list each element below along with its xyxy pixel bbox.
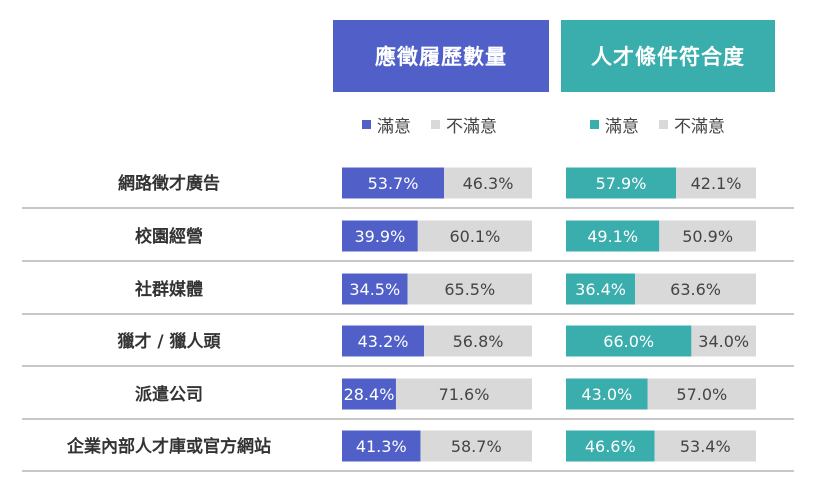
data-label-satisfied: 53.7% [368, 174, 419, 193]
data-label-satisfied: 43.2% [358, 332, 409, 351]
legend-item-satisfied: 滿意 [590, 112, 639, 137]
data-label-satisfied: 57.9% [596, 174, 647, 193]
bar-unsatisfied [407, 273, 532, 305]
bar-satisfied [566, 430, 655, 462]
data-label-satisfied: 34.5% [349, 280, 400, 299]
legend-label-satisfied: 滿意 [605, 116, 639, 137]
data-label-unsatisfied: 56.8% [453, 332, 504, 351]
category-label: 社群媒體 [134, 279, 203, 300]
data-label-satisfied: 41.3% [356, 437, 407, 456]
bar-satisfied [342, 325, 425, 357]
bar-satisfied [566, 167, 677, 199]
category-label: 網路徵才廣告 [118, 173, 220, 194]
category-label: 獵才 / 獵人頭 [117, 331, 221, 352]
header-talent-fit-label: 人才條件符合度 [591, 45, 745, 69]
legend-swatch-satisfied [590, 119, 599, 129]
legend-talent-fit: 滿意 不滿意 [590, 112, 745, 137]
bar-unsatisfied [691, 325, 756, 357]
bar-unsatisfied [635, 273, 756, 305]
data-label-unsatisfied: 65.5% [444, 280, 495, 299]
data-label-unsatisfied: 50.9% [682, 227, 733, 246]
data-label-satisfied: 39.9% [354, 227, 405, 246]
legend-item-unsatisfied: 不滿意 [659, 112, 725, 137]
data-label-satisfied: 28.4% [344, 385, 395, 404]
bar-unsatisfied [676, 167, 756, 199]
header-resume-count-label: 應徵履歷數量 [375, 45, 507, 69]
legend-label-unsatisfied: 不滿意 [674, 116, 725, 137]
bar-unsatisfied [424, 325, 532, 357]
bar-unsatisfied [659, 220, 756, 252]
bar-satisfied [566, 273, 636, 305]
category-label: 派遣公司 [135, 384, 203, 405]
data-label-unsatisfied: 58.7% [451, 437, 502, 456]
bar-satisfied [566, 378, 648, 410]
data-label-satisfied: 49.1% [587, 227, 638, 246]
bar-satisfied [566, 325, 692, 357]
legend-swatch-satisfied [362, 119, 371, 129]
data-label-satisfied: 46.6% [585, 437, 636, 456]
bar-unsatisfied [420, 430, 532, 462]
legend-item-unsatisfied: 不滿意 [431, 112, 497, 137]
bar-unsatisfied [444, 167, 532, 199]
data-label-satisfied: 66.0% [603, 332, 654, 351]
bar-satisfied [566, 220, 660, 252]
bar-satisfied [342, 273, 408, 305]
legend-resume-count: 滿意 不滿意 [362, 112, 517, 137]
data-label-unsatisfied: 60.1% [449, 227, 500, 246]
data-label-unsatisfied: 34.0% [698, 332, 749, 351]
data-label-satisfied: 43.0% [581, 385, 632, 404]
bar-unsatisfied [654, 430, 756, 462]
bar-unsatisfied [647, 378, 756, 410]
category-label: 校園經營 [135, 226, 203, 247]
bar-satisfied [342, 167, 445, 199]
data-label-unsatisfied: 63.6% [670, 280, 721, 299]
data-label-unsatisfied: 42.1% [691, 174, 742, 193]
bar-satisfied [342, 378, 396, 410]
category-label: 企業內部人才庫或官方網站 [66, 436, 271, 457]
data-label-unsatisfied: 53.4% [680, 437, 731, 456]
data-label-unsatisfied: 57.0% [676, 385, 727, 404]
bar-unsatisfied [417, 220, 532, 252]
bar-satisfied [342, 430, 421, 462]
header-resume-count: 應徵履歷數量 [333, 20, 549, 92]
data-label-unsatisfied: 46.3% [463, 174, 514, 193]
bar-satisfied [342, 220, 418, 252]
legend-swatch-unsatisfied [431, 119, 440, 129]
data-label-unsatisfied: 71.6% [439, 385, 490, 404]
header-talent-fit: 人才條件符合度 [561, 20, 775, 92]
bar-unsatisfied [395, 378, 532, 410]
legend-swatch-unsatisfied [659, 119, 668, 129]
legend-label-satisfied: 滿意 [377, 116, 411, 137]
legend-label-unsatisfied: 不滿意 [446, 116, 497, 137]
data-label-satisfied: 36.4% [575, 280, 626, 299]
legend-item-satisfied: 滿意 [362, 112, 411, 137]
